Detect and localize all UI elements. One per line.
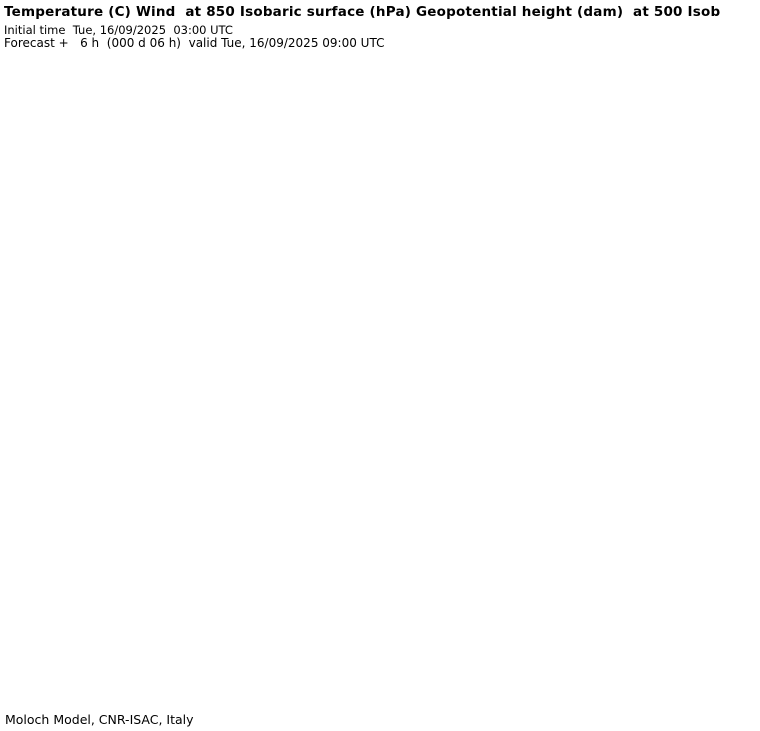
credit-label: Moloch Model, CNR-ISAC, Italy (5, 712, 194, 727)
page-title: Temperature (C) Wind at 850 Isobaric sur… (4, 4, 721, 20)
forecast-label: Forecast + 6 h (000 d 06 h) valid Tue, 1… (4, 36, 385, 50)
initial-time-label: Initial time Tue, 16/09/2025 03:00 UTC (4, 23, 233, 37)
